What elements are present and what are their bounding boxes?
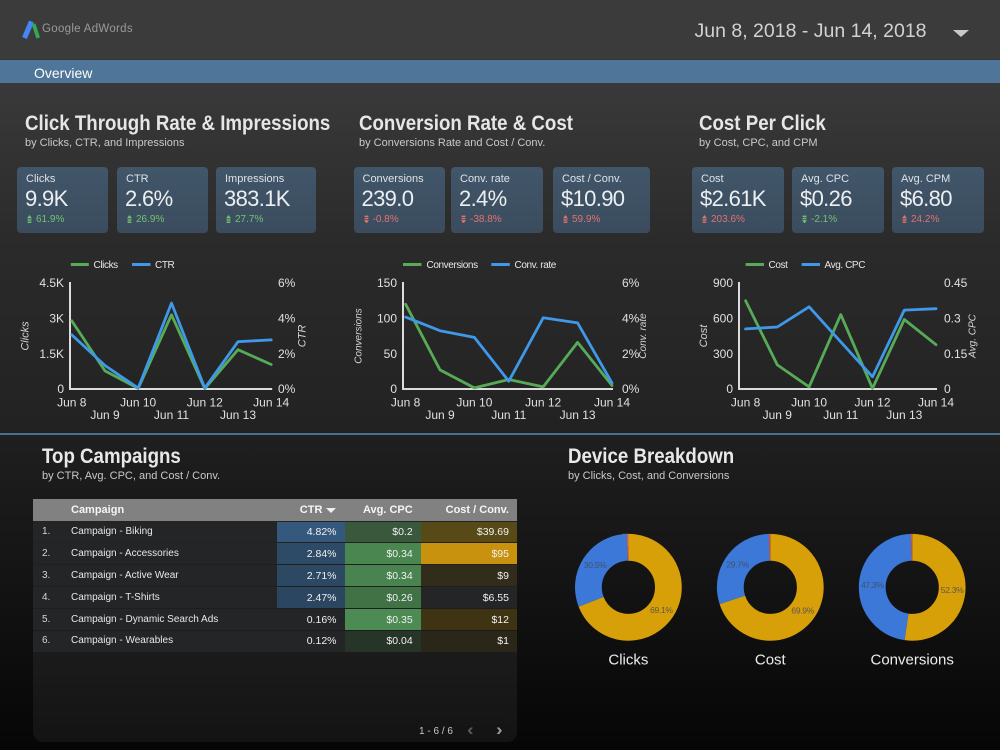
svg-text:0.15: 0.15 xyxy=(944,347,968,361)
svg-text:150: 150 xyxy=(377,276,397,290)
svg-text:4.5K: 4.5K xyxy=(39,276,64,290)
svg-text:Conversions: Conversions xyxy=(427,260,479,271)
svg-text:Cost: Cost xyxy=(698,324,710,348)
svg-text:Cost: Cost xyxy=(769,260,789,271)
svg-text:Jun 8: Jun 8 xyxy=(391,396,421,410)
svg-text:52.3%: 52.3% xyxy=(941,585,964,595)
svg-text:Jun 13: Jun 13 xyxy=(886,408,922,422)
svg-text:0: 0 xyxy=(57,382,64,396)
svg-text:4%: 4% xyxy=(278,312,296,326)
svg-text:Jun 12: Jun 12 xyxy=(854,396,890,410)
svg-text:Conv. rate: Conv. rate xyxy=(515,260,557,271)
svg-text:2%: 2% xyxy=(278,347,296,361)
svg-text:Jun 9: Jun 9 xyxy=(763,408,793,422)
svg-text:Jun 8: Jun 8 xyxy=(731,396,761,410)
svg-text:47.3%: 47.3% xyxy=(861,580,884,590)
svg-text:Jun 12: Jun 12 xyxy=(525,396,561,410)
svg-text:50: 50 xyxy=(384,347,398,361)
svg-text:Jun 13: Jun 13 xyxy=(560,408,596,422)
svg-text:Jun 11: Jun 11 xyxy=(154,408,189,422)
svg-text:0%: 0% xyxy=(622,382,640,396)
svg-text:Avg. CPC: Avg. CPC xyxy=(968,313,979,358)
svg-text:900: 900 xyxy=(713,276,733,290)
svg-text:2%: 2% xyxy=(622,347,640,361)
svg-text:Jun 11: Jun 11 xyxy=(823,408,858,422)
svg-text:Jun 12: Jun 12 xyxy=(187,396,223,410)
svg-text:Jun 10: Jun 10 xyxy=(456,396,492,410)
svg-text:30.5%: 30.5% xyxy=(584,560,607,570)
svg-text:0: 0 xyxy=(944,382,951,396)
svg-text:Jun 14: Jun 14 xyxy=(594,396,630,410)
svg-text:0%: 0% xyxy=(278,382,296,396)
svg-text:Conversions: Conversions xyxy=(871,651,954,668)
svg-text:Jun 9: Jun 9 xyxy=(90,408,120,422)
svg-text:3K: 3K xyxy=(49,312,64,326)
svg-text:Conv. rate: Conv. rate xyxy=(638,313,649,359)
svg-text:69.9%: 69.9% xyxy=(791,606,814,616)
svg-text:100: 100 xyxy=(377,312,397,326)
svg-text:1.5K: 1.5K xyxy=(39,347,64,361)
svg-text:Jun 11: Jun 11 xyxy=(491,408,526,422)
svg-text:Cost: Cost xyxy=(755,651,787,668)
svg-text:Jun 10: Jun 10 xyxy=(120,396,156,410)
svg-text:Jun 13: Jun 13 xyxy=(220,408,256,422)
svg-text:0: 0 xyxy=(726,382,733,396)
svg-text:Avg. CPC: Avg. CPC xyxy=(825,260,866,271)
svg-text:0: 0 xyxy=(390,382,397,396)
svg-text:Jun 14: Jun 14 xyxy=(253,396,289,410)
svg-text:Jun 9: Jun 9 xyxy=(425,408,455,422)
svg-text:Clicks: Clicks xyxy=(20,321,32,351)
svg-text:Conversions: Conversions xyxy=(354,308,365,364)
svg-text:0.3: 0.3 xyxy=(944,312,961,326)
svg-text:Jun 10: Jun 10 xyxy=(791,396,827,410)
svg-text:CTR: CTR xyxy=(297,325,309,348)
svg-text:CTR: CTR xyxy=(155,260,175,271)
svg-text:Clicks: Clicks xyxy=(608,651,648,668)
svg-text:69.1%: 69.1% xyxy=(650,605,673,615)
svg-text:29.7%: 29.7% xyxy=(726,559,749,569)
svg-text:4%: 4% xyxy=(622,312,640,326)
svg-text:0.45: 0.45 xyxy=(944,276,968,290)
svg-text:6%: 6% xyxy=(278,276,296,290)
svg-text:300: 300 xyxy=(713,347,733,361)
svg-text:600: 600 xyxy=(713,312,733,326)
svg-text:Jun 14: Jun 14 xyxy=(918,396,954,410)
svg-text:Jun 8: Jun 8 xyxy=(57,396,87,410)
svg-text:6%: 6% xyxy=(622,276,640,290)
svg-text:Clicks: Clicks xyxy=(94,260,119,271)
